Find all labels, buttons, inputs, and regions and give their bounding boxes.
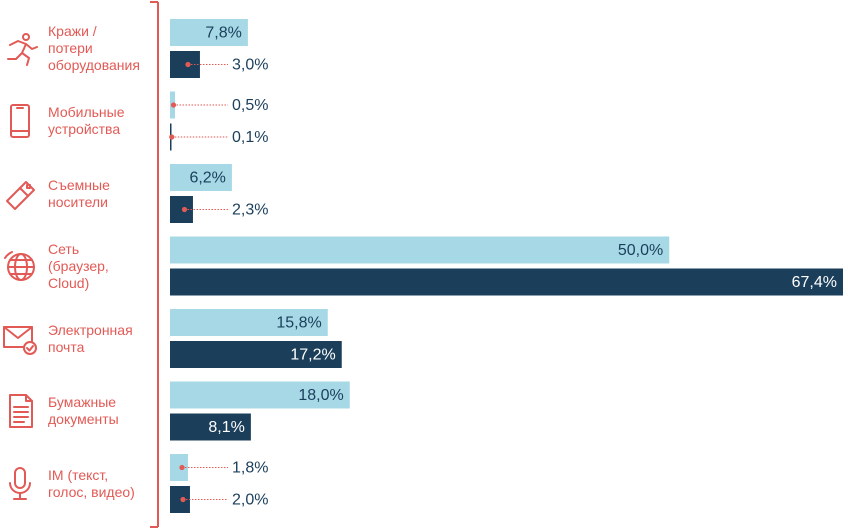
leader-dot <box>180 496 186 503</box>
leader-dot <box>179 464 185 471</box>
category-label: Сеть (браузер, Cloud) <box>48 240 109 291</box>
usb-drive-icon <box>2 176 38 212</box>
document-icon <box>2 393 38 429</box>
data-label: 67,4% <box>792 274 837 291</box>
leader-dot <box>185 61 191 68</box>
globe-network-icon <box>2 248 38 284</box>
category-label: Бумажные документы <box>48 394 119 427</box>
data-label: 2,3% <box>232 202 268 219</box>
category-label: Кражи / потери оборудования <box>48 23 140 73</box>
smartphone-icon <box>2 103 38 139</box>
category-label: Мобильные устройства <box>48 104 125 137</box>
data-label: 15,8% <box>276 315 321 332</box>
bar-light <box>170 309 328 336</box>
data-label: 0,1% <box>232 129 268 146</box>
data-label: 2,0% <box>232 492 268 509</box>
leader-dot <box>169 134 175 140</box>
bar-dark <box>170 341 342 368</box>
data-label: 50,0% <box>618 242 663 259</box>
category-label: Съемные носители <box>48 176 110 210</box>
bar-dark <box>170 486 190 513</box>
bar-light <box>170 164 232 191</box>
bar-light <box>170 236 670 264</box>
bar-dark <box>170 196 193 223</box>
envelope-check-icon <box>2 321 38 357</box>
bar-dark <box>170 268 843 296</box>
bar-dark <box>170 413 251 441</box>
bar-light <box>170 19 248 46</box>
bar-light <box>170 454 188 481</box>
data-label: 18,0% <box>298 387 343 404</box>
data-label: 6,2% <box>189 170 225 187</box>
data-label: 17,2% <box>290 347 335 364</box>
category-label: Электронная почта <box>48 321 133 355</box>
data-label: 8,1% <box>208 419 244 436</box>
leader-dot <box>181 206 188 213</box>
running-person-icon <box>2 31 38 67</box>
category-label: IM (текст, голос, видео) <box>48 466 135 500</box>
bar-light <box>170 381 350 409</box>
leader-dot <box>170 102 177 108</box>
microphone-icon <box>2 466 38 502</box>
data-label: 0,5% <box>232 97 268 114</box>
data-label: 3,0% <box>232 57 268 74</box>
data-label: 1,8% <box>232 460 268 477</box>
data-label: 7,8% <box>205 25 241 42</box>
